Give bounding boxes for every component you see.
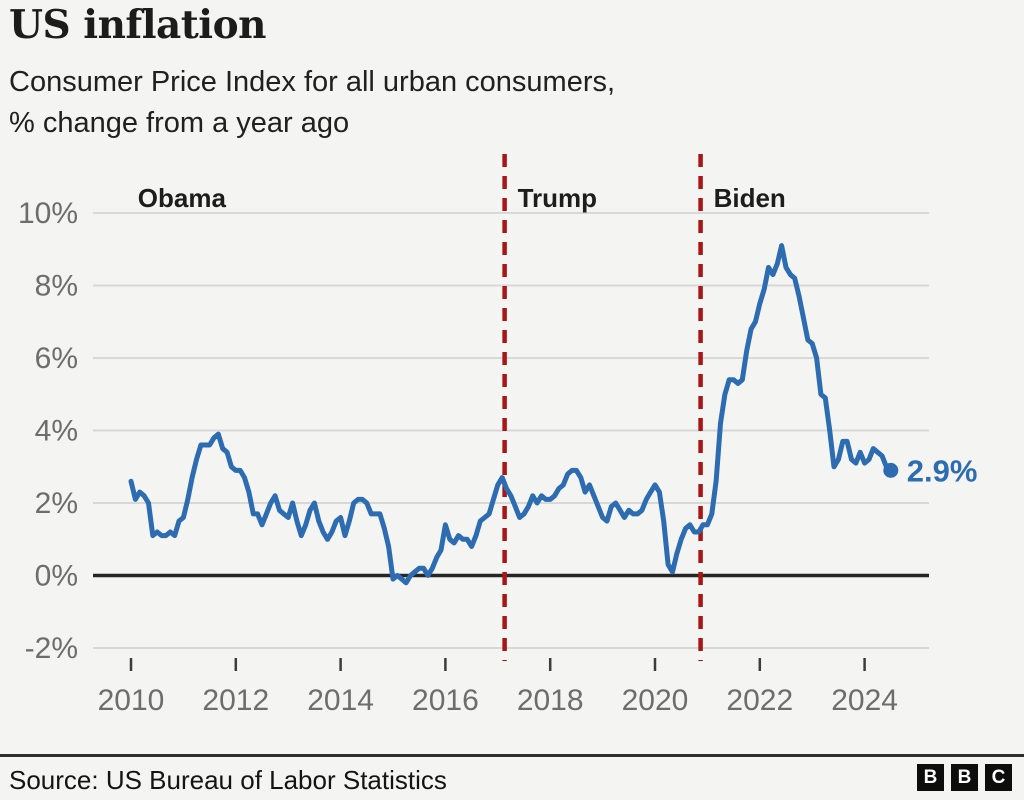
x-axis-label: 2016 <box>412 684 479 717</box>
y-axis-label: 6% <box>35 342 78 375</box>
bbc-logo-block: B <box>951 764 978 791</box>
chart-subtitle-line1: Consumer Price Index for all urban consu… <box>9 66 616 98</box>
y-axis-label: 10% <box>18 197 78 230</box>
footer-divider <box>0 754 1024 757</box>
y-axis-label: 4% <box>35 415 78 448</box>
x-axis-label: 2014 <box>307 684 374 717</box>
y-axis-label: 8% <box>35 270 78 303</box>
bbc-logo-block: C <box>985 764 1012 791</box>
y-axis-label: 0% <box>35 560 78 593</box>
president-label: Obama <box>138 183 227 213</box>
president-label: Biden <box>714 183 786 213</box>
page-title: US inflation <box>9 2 266 48</box>
chart-subtitle: Consumer Price Index for all urban consu… <box>9 62 615 144</box>
x-axis-label: 2022 <box>726 684 793 717</box>
x-axis-label: 2024 <box>831 684 898 717</box>
chart-subtitle-line2: % change from a year ago <box>9 107 350 139</box>
latest-value-label: 2.9% <box>907 453 978 488</box>
x-axis-label: 2010 <box>98 684 165 717</box>
president-label: Trump <box>518 183 597 213</box>
latest-point-dot <box>883 462 899 478</box>
y-axis-label: 2% <box>35 487 78 520</box>
source-credit: Source: US Bureau of Labor Statistics <box>9 765 447 795</box>
inflation-line-chart: -2% 0% 2% 4% 6% 8% 10% 2010 2012 2014 2016 2018 2020… <box>18 154 978 717</box>
x-axis-label: 2018 <box>517 684 584 717</box>
x-axis-label: 2020 <box>622 684 689 717</box>
y-axis-label: -2% <box>25 632 78 665</box>
cpi-line <box>128 243 894 586</box>
x-axis-label: 2012 <box>202 684 269 717</box>
bbc-logo-block: B <box>917 764 944 791</box>
